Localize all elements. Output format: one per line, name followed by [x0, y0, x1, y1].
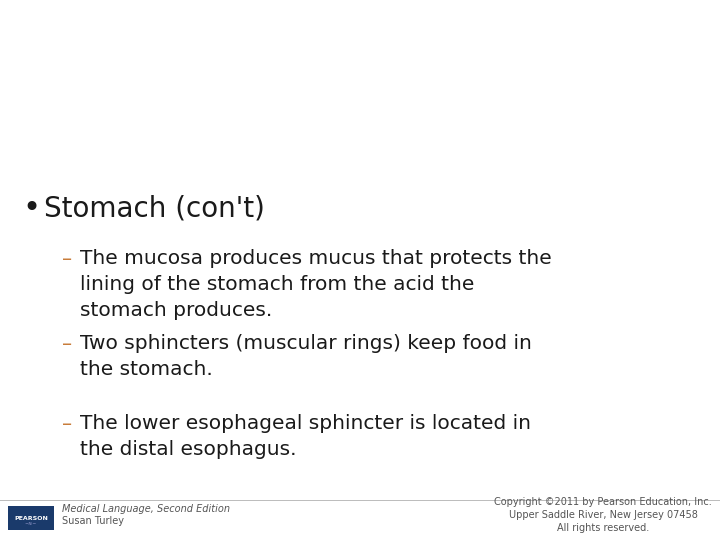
Text: ~≈~: ~≈~ [24, 522, 37, 526]
Text: Two sphincters (muscular rings) keep food in
the stomach.: Two sphincters (muscular rings) keep foo… [80, 334, 532, 379]
FancyBboxPatch shape [8, 506, 54, 530]
Text: The mucosa produces mucus that protects the
lining of the stomach from the acid : The mucosa produces mucus that protects … [80, 249, 552, 320]
Text: System (con't): System (con't) [200, 109, 520, 146]
Text: –: – [62, 250, 72, 269]
Text: The lower esophageal sphincter is located in
the distal esophagus.: The lower esophageal sphincter is locate… [80, 414, 531, 459]
Text: PEARSON: PEARSON [14, 516, 48, 521]
Text: Anatomy of the Gastrointestinal: Anatomy of the Gastrointestinal [8, 40, 712, 78]
Text: –: – [62, 335, 72, 354]
Text: –: – [62, 415, 72, 434]
Text: Stomach (con't): Stomach (con't) [44, 194, 265, 222]
Text: Susan Turley: Susan Turley [62, 516, 124, 526]
Text: Medical Language, Second Edition: Medical Language, Second Edition [62, 504, 230, 514]
Text: •: • [22, 194, 40, 222]
Text: Copyright ©2011 by Pearson Education, Inc.
Upper Saddle River, New Jersey 07458
: Copyright ©2011 by Pearson Education, In… [494, 497, 712, 533]
